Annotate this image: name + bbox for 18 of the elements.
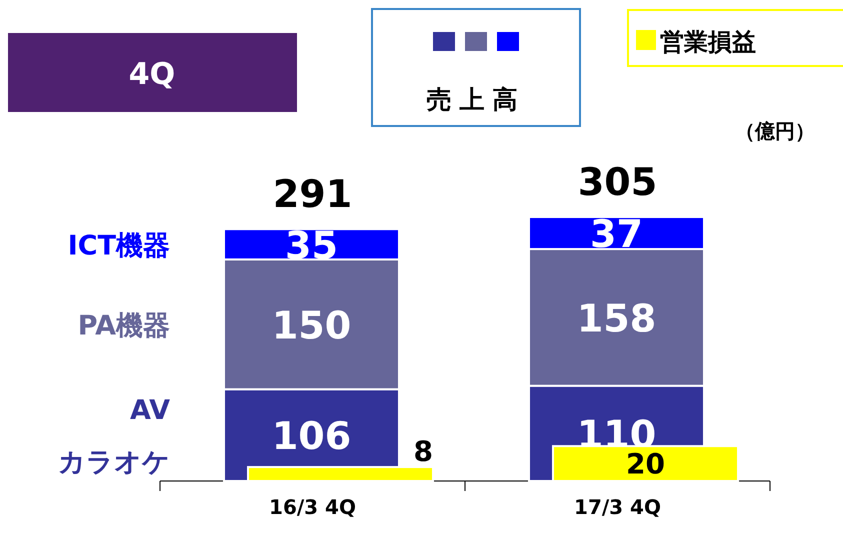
total-label: 291 — [272, 172, 352, 216]
legend-title: 売上高 — [426, 85, 526, 114]
series-label: PA機器 — [78, 310, 170, 342]
data-label: 106 — [272, 414, 352, 458]
data-label: 35 — [285, 223, 338, 268]
x-tick-label: 17/3 4Q — [574, 495, 661, 519]
x-tick-label: 16/3 4Q — [269, 495, 356, 519]
data-label: 158 — [576, 296, 656, 340]
legend-label: 営業損益 — [660, 28, 756, 56]
total-label: 305 — [578, 160, 658, 204]
data-label: 37 — [590, 212, 643, 256]
series-label: ICT機器 — [68, 230, 170, 262]
series-label: AV カラオケ — [58, 395, 170, 478]
title-box: 4Q — [8, 33, 297, 112]
text: （億円） — [735, 119, 815, 143]
data-label: 8 — [414, 435, 433, 468]
data-label: 150 — [272, 303, 352, 348]
chart-title: 4Q — [128, 57, 176, 92]
